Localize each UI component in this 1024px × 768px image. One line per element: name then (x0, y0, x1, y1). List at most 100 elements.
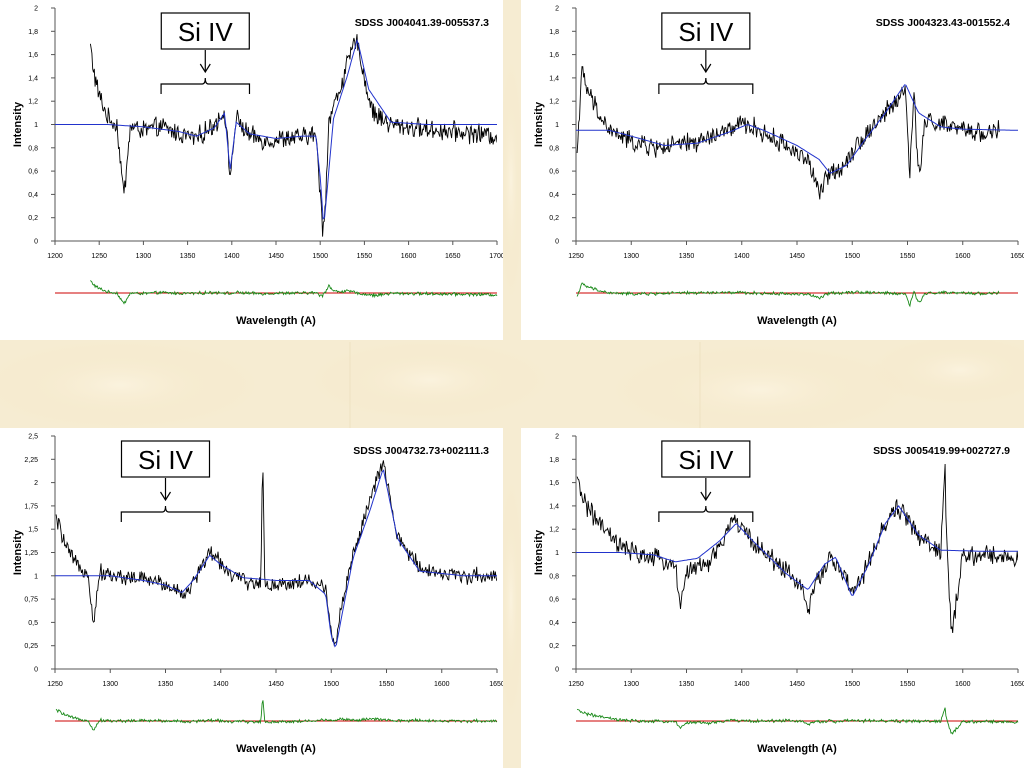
x-tick-label: 1400 (734, 681, 750, 688)
plot-area (576, 66, 1018, 200)
spectrum-panel-4: 0 0,2 0,4 0,6 0,8 1 1,2 1,4 1,6 1,8 2 1250 1300 1350 1… (521, 428, 1024, 768)
y-tick-label: 1,6 (549, 52, 559, 59)
x-tick-label: 1550 (900, 681, 916, 688)
y-tick-label: 0,25 (24, 643, 38, 650)
y-tick-label: 0,2 (549, 215, 559, 222)
x-tick-label: 1500 (844, 253, 860, 260)
si-iv-arrow-head (700, 491, 712, 502)
x-axis-label: Wavelength (A) (757, 315, 837, 327)
y-tick-label: 0,8 (28, 145, 38, 152)
x-tick-label: 1550 (900, 253, 916, 260)
y-tick-label: 1,5 (28, 527, 38, 534)
spectrum-panel-2: 0 0,2 0,4 0,6 0,8 1 1,2 1,4 1,6 1,8 2 1250 1300 1350 1… (521, 0, 1024, 340)
x-tick-label: 1400 (213, 681, 229, 688)
si-iv-label: Si IV (678, 445, 734, 475)
y-axis-label: Intensity (12, 101, 24, 147)
x-axis-label: Wavelength (A) (236, 743, 316, 755)
x-tick-label: 1600 (955, 681, 971, 688)
plot-area (576, 463, 1018, 634)
x-axis-label: Wavelength (A) (236, 315, 316, 327)
residual-line (90, 280, 498, 305)
y-tick-label: 1,8 (549, 29, 559, 36)
x-tick-label: 1300 (623, 681, 639, 688)
chart-title: SDSS J004732.73+002111.3 (353, 445, 489, 457)
x-tick-label: 1300 (136, 253, 152, 260)
x-tick-label: 1450 (789, 253, 805, 260)
x-tick-label: 1250 (568, 253, 584, 260)
y-tick-label: 1 (34, 122, 38, 129)
y-tick-label: 1,4 (549, 503, 559, 510)
x-tick-label: 1450 (268, 681, 284, 688)
x-tick-label: 1550 (357, 253, 373, 260)
x-tick-label: 1250 (91, 253, 107, 260)
y-tick-label: 0,6 (28, 169, 38, 176)
spectrum-chart-3: 0 0,25 0,5 0,75 1 1,25 1,5 1,75 2 2,25 2,5 1250 1300… (12, 434, 503, 756)
y-tick-label: 1 (555, 122, 559, 129)
spectrum-chart-4: 0 0,2 0,4 0,6 0,8 1 1,2 1,4 1,6 1,8 2 1250 1300 1350 1… (533, 434, 1024, 756)
residual-line (576, 707, 1019, 735)
plot-area (55, 34, 497, 237)
y-tick-label: 1,8 (28, 29, 38, 36)
y-tick-label: 2 (34, 480, 38, 487)
y-axis-label: Intensity (533, 101, 545, 147)
si-iv-label: Si IV (178, 17, 234, 47)
y-tick-label: 1 (555, 550, 559, 557)
x-tick-label: 1250 (47, 681, 63, 688)
observed-spectrum-line (576, 66, 1000, 200)
y-tick-label: 1,2 (549, 527, 559, 534)
y-tick-label: 1,6 (549, 480, 559, 487)
x-tick-label: 1550 (379, 681, 395, 688)
y-tick-label: 0,8 (549, 573, 559, 580)
fitted-model-line (576, 84, 1018, 174)
si-iv-arrow-head (159, 491, 172, 502)
y-tick-label: 1,4 (549, 75, 559, 82)
y-tick-label: 1,2 (549, 99, 559, 106)
x-tick-label: 1500 (844, 681, 860, 688)
x-tick-label: 1600 (401, 253, 417, 260)
y-tick-label: 1,4 (28, 75, 38, 82)
residual-line (55, 700, 498, 731)
observed-spectrum-line (55, 460, 497, 647)
si-iv-bracket (120, 505, 211, 522)
x-axis-label: Wavelength (A) (757, 743, 837, 755)
x-tick-label: 1500 (323, 681, 339, 688)
observed-spectrum-line (576, 463, 1018, 634)
si-iv-bracket (658, 77, 754, 94)
y-axis-label: Intensity (533, 529, 545, 575)
x-tick-label: 1350 (180, 253, 196, 260)
y-tick-label: 0,6 (549, 169, 559, 176)
y-tick-label: 0,6 (549, 597, 559, 604)
x-tick-label: 1650 (489, 681, 503, 688)
x-tick-label: 1200 (47, 253, 63, 260)
y-tick-label: 1,6 (28, 52, 38, 59)
y-tick-label: 0 (34, 667, 38, 674)
x-tick-label: 1500 (312, 253, 328, 260)
x-tick-label: 1350 (679, 681, 695, 688)
chart-title: SDSS J005419.99+002727.9 (873, 445, 1010, 457)
y-tick-label: 2,25 (24, 457, 38, 464)
si-iv-label-box (661, 440, 751, 478)
y-tick-label: 1,2 (28, 99, 38, 106)
y-tick-label: 0 (555, 667, 559, 674)
y-tick-label: 1,25 (24, 550, 38, 557)
x-tick-label: 1600 (955, 253, 971, 260)
y-tick-label: 0 (555, 239, 559, 246)
chart-title: SDSS J004323.43-001552.4 (876, 17, 1010, 29)
si-iv-arrow-head (199, 63, 211, 74)
spectrum-panel-1: 0 0,2 0,4 0,6 0,8 1 1,2 1,4 1,6 1,8 2 1200 1250 1300 1… (0, 0, 503, 340)
y-tick-label: 0,75 (24, 597, 38, 604)
si-iv-label: Si IV (138, 445, 194, 475)
si-iv-label-box (160, 12, 250, 50)
y-tick-label: 0,4 (549, 620, 559, 627)
x-tick-label: 1650 (1010, 681, 1024, 688)
si-iv-arrow-head (700, 63, 712, 74)
y-tick-label: 2,5 (28, 434, 38, 441)
y-tick-label: 0,8 (549, 145, 559, 152)
y-tick-label: 2 (555, 434, 559, 441)
si-iv-label-box (120, 440, 211, 478)
x-tick-label: 1250 (568, 681, 584, 688)
y-tick-label: 2 (555, 6, 559, 13)
y-tick-label: 1,8 (549, 457, 559, 464)
spectrum-chart-2: 0 0,2 0,4 0,6 0,8 1 1,2 1,4 1,6 1,8 2 1250 1300 1350 1… (533, 6, 1024, 328)
si-iv-label-box (661, 12, 751, 50)
